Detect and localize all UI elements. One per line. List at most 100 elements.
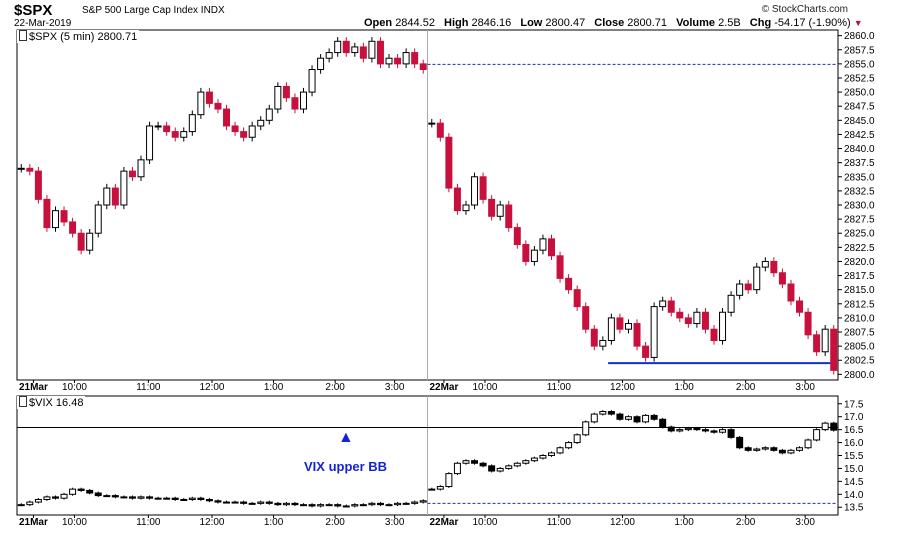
spx-candle bbox=[624, 323, 632, 330]
vix-candle bbox=[693, 427, 701, 431]
vix-candle bbox=[436, 486, 444, 490]
vix-legend: $VIX 16.48 bbox=[17, 396, 86, 409]
spx-candle bbox=[513, 227, 521, 246]
credit-text: © StockCharts.com bbox=[761, 4, 848, 15]
spx-candle bbox=[231, 125, 239, 133]
spx-candle bbox=[188, 114, 196, 133]
spx-candle bbox=[616, 317, 624, 330]
spx-y-tick-label: 2857.5 bbox=[844, 45, 875, 56]
spx-candle bbox=[300, 91, 307, 110]
vix-candle bbox=[471, 460, 479, 464]
spx-candle bbox=[496, 204, 504, 217]
vix-candle bbox=[616, 413, 624, 420]
vix-candle bbox=[385, 504, 393, 507]
spx-candle bbox=[488, 198, 496, 217]
spx-candle bbox=[171, 131, 179, 138]
vix-candle bbox=[744, 447, 752, 451]
vix-candle bbox=[120, 496, 128, 499]
vix-x-tick-label: 1:00 bbox=[674, 517, 694, 528]
vix-candle bbox=[548, 452, 555, 457]
vix-candle bbox=[565, 442, 573, 449]
spx-candle bbox=[539, 238, 547, 251]
spx-candle bbox=[111, 187, 119, 206]
spx-candle bbox=[257, 119, 265, 127]
spx-x-tick-label: 1:00 bbox=[264, 382, 284, 393]
chg-value: -54.17 (-1.90%) bbox=[774, 17, 851, 29]
up-arrow-icon: ▲ bbox=[338, 429, 354, 446]
open-label: Open bbox=[364, 17, 393, 29]
spx-y-tick-label: 2842.5 bbox=[844, 130, 875, 141]
vix-candle bbox=[34, 498, 42, 503]
candle-legend-icon bbox=[19, 396, 27, 407]
spx-candle bbox=[462, 204, 470, 212]
vix-candle bbox=[69, 488, 77, 495]
spx-candle bbox=[308, 69, 316, 93]
vix-candle bbox=[582, 421, 590, 436]
vix-candle bbox=[411, 501, 419, 504]
spx-candle bbox=[428, 122, 436, 125]
spx-y-tick-label: 2832.5 bbox=[844, 186, 875, 197]
spx-y-tick-label: 2800.0 bbox=[844, 370, 875, 381]
index-name: S&P 500 Large Cap Index INDX bbox=[82, 5, 225, 16]
spx-candle bbox=[376, 40, 384, 65]
spx-x-tick-label: 11:00 bbox=[136, 382, 161, 393]
vix-x-tick-label: 12:00 bbox=[610, 517, 635, 528]
vix-candle bbox=[428, 488, 436, 491]
spx-candle bbox=[479, 176, 487, 200]
vix-y-tick-label: 13.5 bbox=[844, 503, 864, 514]
spx-candle bbox=[94, 204, 102, 234]
vix-candle bbox=[282, 502, 290, 506]
spx-candle bbox=[402, 52, 410, 65]
spx-x-tick-label: 21Mar bbox=[19, 382, 48, 393]
vix-candle bbox=[727, 429, 735, 438]
spx-candle bbox=[744, 283, 752, 291]
vix-candle bbox=[359, 504, 367, 507]
spx-candle bbox=[642, 345, 650, 358]
spx-candle bbox=[813, 334, 821, 353]
spx-x-tick-label: 22Mar bbox=[429, 382, 458, 393]
spx-candle bbox=[137, 159, 145, 178]
vix-candle bbox=[590, 413, 598, 423]
vix-candle bbox=[573, 434, 581, 444]
vix-candle bbox=[530, 457, 538, 462]
spx-x-tick-label: 3:00 bbox=[795, 382, 815, 393]
spx-candle bbox=[248, 125, 256, 138]
vix-candle bbox=[334, 504, 342, 507]
vix-candle bbox=[51, 496, 59, 499]
vix-candle bbox=[111, 495, 119, 498]
vix-candle bbox=[231, 501, 239, 504]
vix-candle bbox=[171, 497, 179, 500]
vix-candle bbox=[402, 502, 410, 505]
spx-y-tick-label: 2820.0 bbox=[844, 257, 875, 268]
volume-label: Volume bbox=[676, 17, 716, 29]
vix-candle bbox=[368, 502, 376, 506]
vix-x-tick-label: 3:00 bbox=[385, 517, 405, 528]
spx-candle bbox=[34, 170, 42, 200]
spx-candle bbox=[205, 91, 213, 104]
vix-candle bbox=[445, 473, 453, 488]
index-name-text: S&P 500 Large Cap Index bbox=[82, 5, 199, 16]
spx-candle bbox=[51, 210, 59, 229]
vix-candle bbox=[163, 497, 171, 500]
vix-candle bbox=[684, 427, 692, 431]
candle-legend-icon bbox=[19, 30, 27, 41]
vix-candle bbox=[291, 502, 299, 506]
spx-candle bbox=[804, 311, 812, 336]
vix-x-tick-label: 2:00 bbox=[325, 517, 345, 528]
vix-candle bbox=[453, 462, 461, 475]
spx-candle bbox=[154, 125, 162, 128]
vix-candle bbox=[325, 504, 333, 507]
spx-candle bbox=[505, 204, 513, 229]
vix-candle bbox=[317, 504, 325, 507]
vix-y-tick-label: 17.5 bbox=[844, 399, 864, 410]
spx-y-tick-label: 2837.5 bbox=[844, 158, 875, 169]
vix-x-tick-label: 10:00 bbox=[472, 517, 497, 528]
chart-date: 22-Mar-2019 bbox=[14, 18, 72, 29]
spx-legend: $SPX (5 min) 2800.71 bbox=[17, 30, 140, 43]
spx-x-tick-label: 11:00 bbox=[547, 382, 572, 393]
vix-x-tick-label: 11:00 bbox=[547, 517, 572, 528]
spx-candle bbox=[676, 311, 684, 319]
vix-candle bbox=[667, 426, 675, 432]
vix-x-tick-label: 11:00 bbox=[136, 517, 161, 528]
vix-candle bbox=[753, 448, 761, 451]
